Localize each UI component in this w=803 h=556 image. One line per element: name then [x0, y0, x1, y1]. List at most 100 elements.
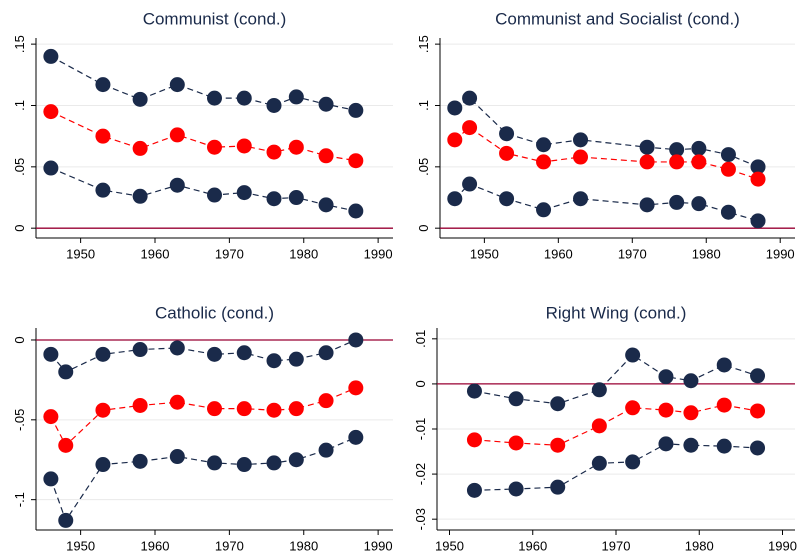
- point: [716, 438, 732, 454]
- y-tick-label: 0: [12, 336, 27, 343]
- point: [318, 393, 334, 409]
- point: [573, 132, 589, 148]
- y-tick-label: .1: [416, 100, 431, 111]
- point: [348, 102, 364, 118]
- panel: Right Wing (cond.) -.03 -.02 -.01 0 .01 1950 19…: [413, 303, 797, 553]
- x-tick-label: 1990: [364, 538, 393, 553]
- point: [750, 159, 766, 175]
- x-tick-label: 1970: [215, 538, 244, 553]
- point: [625, 400, 641, 416]
- point: [669, 154, 685, 170]
- point: [169, 77, 185, 93]
- point: [658, 402, 674, 418]
- x-tick-label: 1960: [544, 246, 573, 261]
- point: [716, 397, 732, 413]
- point: [169, 127, 185, 143]
- point: [348, 153, 364, 169]
- x-tick-label: 1990: [364, 246, 393, 261]
- point: [169, 177, 185, 193]
- point: [639, 139, 655, 155]
- point: [536, 137, 552, 153]
- point: [591, 418, 607, 434]
- x-tick-label: 1980: [289, 246, 318, 261]
- point: [132, 140, 148, 156]
- point: [266, 191, 282, 207]
- series-line: [474, 354, 758, 405]
- series-line: [454, 183, 759, 222]
- point: [508, 435, 524, 451]
- point: [720, 147, 736, 163]
- series-line: [474, 404, 758, 446]
- point: [508, 391, 524, 407]
- y-tick-label: 0: [12, 225, 27, 232]
- point: [169, 340, 185, 356]
- y-tick-label: .01: [413, 330, 428, 348]
- point: [573, 149, 589, 165]
- point: [58, 437, 74, 453]
- point: [266, 353, 282, 369]
- series-line: [454, 126, 759, 180]
- point: [288, 139, 304, 155]
- point: [536, 154, 552, 170]
- x-tick-label: 1990: [766, 246, 795, 261]
- point: [348, 429, 364, 445]
- series-line: [50, 167, 356, 212]
- point: [750, 403, 766, 419]
- point: [318, 442, 334, 458]
- point: [720, 204, 736, 220]
- panel: Communist and Socialist (cond.) 0 .05 .1 .15…: [416, 9, 795, 261]
- x-tick-label: 1960: [141, 538, 170, 553]
- point: [669, 142, 685, 158]
- point: [683, 405, 699, 421]
- point: [625, 454, 641, 470]
- point: [508, 481, 524, 497]
- point: [318, 197, 334, 213]
- point: [169, 394, 185, 410]
- point: [669, 194, 685, 210]
- point: [266, 455, 282, 471]
- panel: Communist (cond.) 0 .05 .1 .15 1950 1960 1970 19…: [12, 9, 393, 261]
- x-tick-label: 1960: [518, 538, 547, 553]
- point: [43, 471, 59, 487]
- x-tick-label: 1970: [602, 538, 631, 553]
- point: [550, 396, 566, 412]
- point: [466, 482, 482, 498]
- point: [288, 452, 304, 468]
- point: [236, 138, 252, 154]
- panel: Catholic (cond.) -.1 -.05 0 1950 1960 1970 1980…: [12, 303, 393, 553]
- point: [95, 77, 111, 93]
- y-tick-label: 0: [416, 225, 431, 232]
- point: [236, 185, 252, 201]
- point: [266, 144, 282, 160]
- point: [207, 455, 222, 471]
- point: [550, 437, 566, 453]
- point: [95, 182, 111, 198]
- point: [550, 479, 566, 495]
- y-tick-label: -.1: [12, 492, 27, 507]
- point: [750, 368, 766, 384]
- point: [536, 202, 552, 218]
- point: [43, 104, 59, 120]
- point: [236, 345, 252, 361]
- point: [132, 342, 148, 358]
- point: [750, 171, 766, 187]
- point: [466, 432, 482, 448]
- point: [132, 453, 148, 469]
- point: [658, 369, 674, 385]
- point: [447, 191, 463, 207]
- point: [462, 176, 478, 192]
- point: [207, 401, 222, 417]
- point: [573, 191, 589, 207]
- panel-title: Right Wing (cond.): [546, 303, 687, 322]
- point: [750, 440, 766, 456]
- point: [318, 96, 334, 112]
- point: [207, 346, 222, 362]
- y-tick-label: .05: [12, 158, 27, 176]
- x-tick-label: 1980: [692, 246, 721, 261]
- point: [462, 120, 478, 136]
- point: [95, 457, 111, 473]
- point: [691, 154, 707, 170]
- point: [591, 382, 607, 398]
- point: [43, 48, 59, 64]
